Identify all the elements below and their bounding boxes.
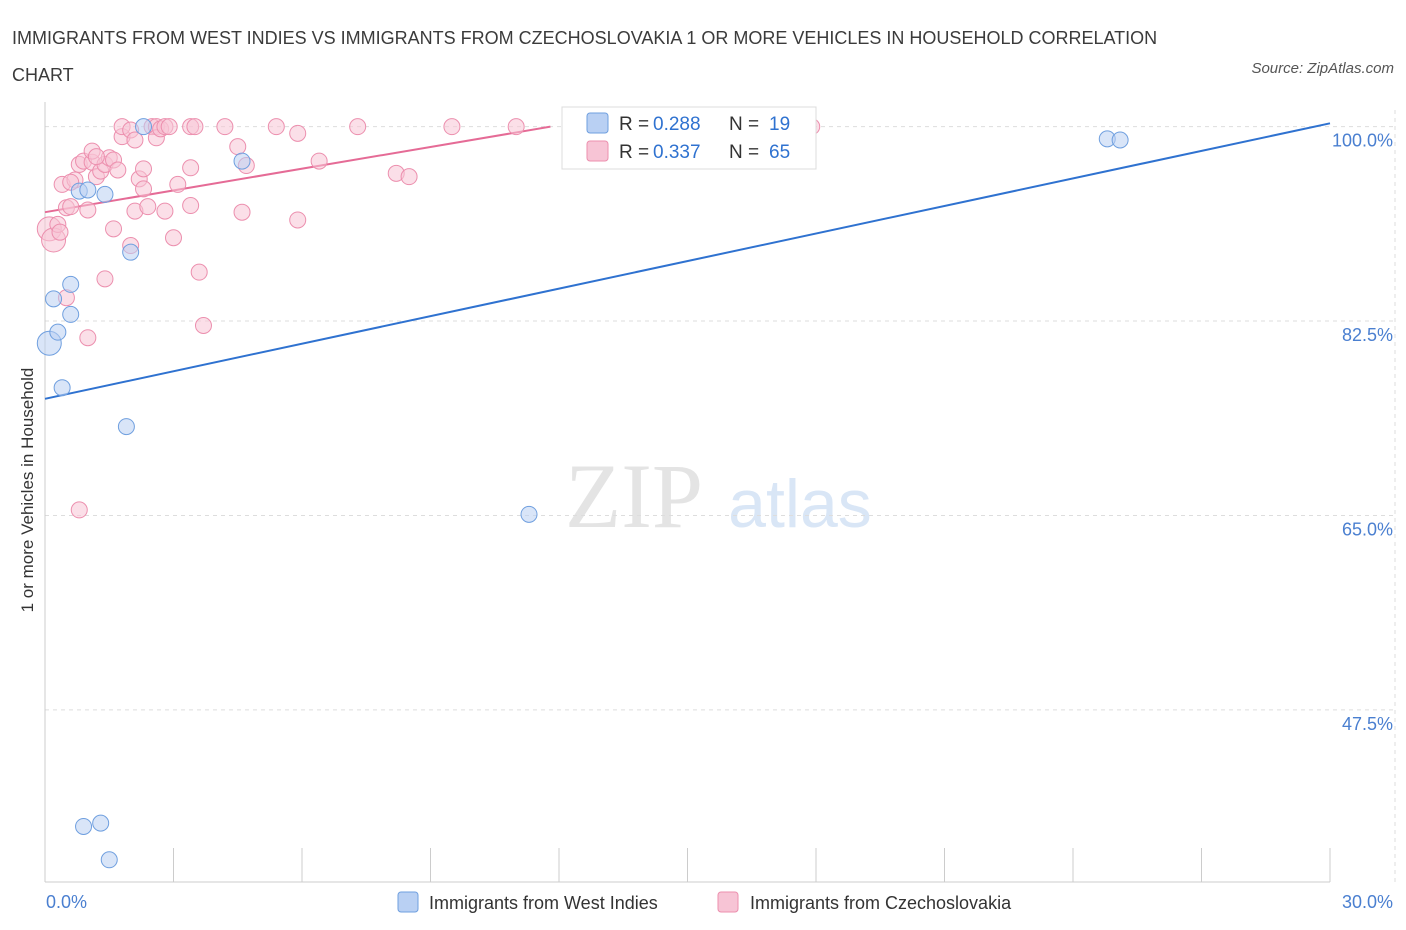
czechoslovakia-point: [105, 220, 123, 238]
czechoslovakia-point: [165, 229, 182, 247]
legend-swatch-blue: [586, 112, 609, 134]
west-indies-point: [1111, 131, 1129, 149]
czechoslovakia-point: [79, 329, 97, 347]
west-indies-point: [122, 243, 140, 261]
czechoslovakia-point: [135, 180, 153, 198]
y-tick-label: 65.0%: [1342, 519, 1393, 539]
czechoslovakia-point: [186, 118, 204, 136]
source-label: Source: ZipAtlas.com: [1251, 60, 1394, 77]
czechoslovakia-point: [87, 148, 105, 166]
legend-r-label: R =: [619, 114, 649, 135]
west-indies-point: [100, 851, 118, 869]
czechoslovakia-point: [267, 118, 285, 136]
czechoslovakia-point: [139, 198, 157, 216]
czechoslovakia-point: [349, 118, 367, 136]
series-legend-label: Immigrants from West Indies: [429, 893, 658, 913]
west-indies-point: [53, 379, 71, 397]
watermark-atlas: atlas: [728, 466, 872, 542]
czechoslovakia-point: [289, 124, 307, 142]
czechoslovakia-point: [233, 203, 251, 221]
czechoslovakia-point: [62, 198, 80, 216]
czechoslovakia-point: [443, 118, 461, 136]
czechoslovakia-point: [507, 118, 525, 136]
czechoslovakia-point: [156, 202, 174, 220]
west-indies-point: [135, 118, 153, 136]
czechoslovakia-point: [216, 118, 234, 136]
y-axis-label: 1 or more Vehicles in Household: [18, 368, 37, 613]
czechoslovakia-point: [289, 211, 307, 229]
legend-r-value: 0.337: [653, 142, 701, 163]
czechoslovakia-trend-line: [44, 125, 551, 214]
czechoslovakia-point: [109, 161, 127, 179]
czechoslovakia-point: [126, 131, 144, 149]
czechoslovakia-point: [190, 263, 208, 281]
czechoslovakia-point: [51, 223, 69, 241]
x-tick-label: 30.0%: [1342, 892, 1393, 912]
czechoslovakia-point: [79, 201, 97, 219]
west-indies-point: [92, 814, 110, 832]
czechoslovakia-point: [96, 270, 114, 288]
west-indies-point: [45, 290, 63, 308]
czechoslovakia-point: [135, 160, 153, 178]
series-legend-label: Immigrants from Czechoslovakia: [750, 893, 1012, 913]
czechoslovakia-point: [194, 316, 212, 334]
y-tick-labels: 100.0% 82.5% 65.0% 47.5%: [1332, 131, 1393, 734]
west-indies-point: [49, 323, 67, 341]
west-indies-point: [79, 181, 97, 199]
stats-legend: R = 0.288 N = 19 R = 0.337 N = 65: [561, 106, 817, 170]
west-indies-point: [75, 817, 93, 835]
west-indies-point: [233, 152, 251, 170]
legend-n-value: 19: [769, 114, 790, 135]
x-tick-labels: 0.0% 30.0%: [46, 892, 1393, 912]
series-legend-swatch-blue: [397, 891, 419, 913]
x-tick-label: 0.0%: [46, 892, 87, 912]
watermark: ZIP atlas: [565, 445, 872, 547]
czechoslovakia-point: [229, 138, 247, 156]
legend-swatch-pink: [586, 140, 609, 162]
czechoslovakia-point: [182, 197, 200, 215]
west-indies-point: [62, 275, 80, 293]
legend-n-value: 65: [769, 142, 790, 163]
y-tick-label: 47.5%: [1342, 714, 1393, 734]
legend-r-value: 0.288: [653, 114, 701, 135]
west-indies-trend-line: [44, 122, 1331, 400]
trend-lines: [44, 122, 1331, 400]
west-indies-point: [117, 418, 135, 436]
legend-n-label: N =: [729, 114, 759, 135]
y-tick-label: 100.0%: [1332, 131, 1393, 151]
czechoslovakia-point: [169, 175, 187, 193]
chart-title: IMMIGRANTS FROM WEST INDIES VS IMMIGRANT…: [12, 28, 1158, 85]
legend-r-label: R =: [619, 142, 649, 163]
czechoslovakia-point: [400, 168, 418, 186]
west-indies-point: [520, 505, 538, 523]
czechoslovakia-point: [182, 159, 200, 177]
czechoslovakia-point: [160, 118, 178, 136]
west-indies-point: [96, 185, 114, 203]
series-legend-swatch-pink: [717, 891, 739, 913]
watermark-zip: ZIP: [565, 445, 703, 547]
data-points: [36, 118, 1129, 869]
west-indies-point: [62, 305, 80, 323]
gridlines: [45, 110, 1396, 882]
czechoslovakia-point: [70, 501, 88, 519]
series-legend: Immigrants from West Indies Immigrants f…: [397, 891, 1012, 913]
legend-n-label: N =: [729, 142, 759, 163]
y-tick-label: 82.5%: [1342, 325, 1393, 345]
czechoslovakia-point: [310, 152, 328, 170]
